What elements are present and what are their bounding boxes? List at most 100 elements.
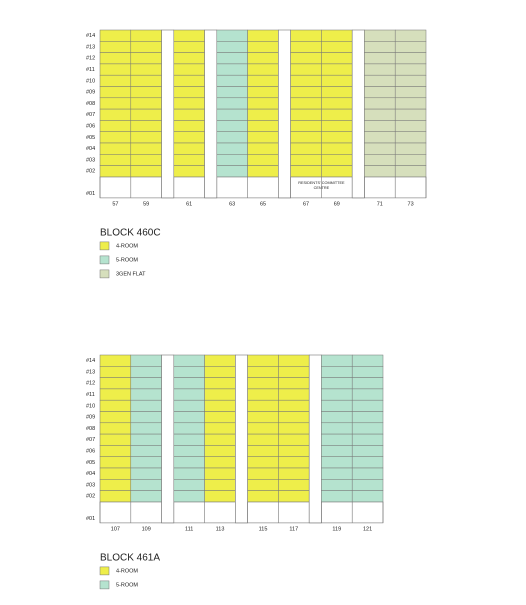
unit-cell	[321, 490, 353, 503]
unit-cell	[394, 142, 427, 155]
unit-cell	[99, 388, 132, 401]
unit-cell	[290, 108, 322, 121]
unit-cell	[99, 411, 132, 424]
unit-cell	[321, 422, 353, 435]
unit-cell	[321, 63, 353, 76]
unit-cell	[321, 388, 353, 401]
unit-cell	[247, 52, 279, 65]
unit-cell	[130, 456, 162, 469]
unit-cell	[364, 120, 396, 132]
unit-cell	[247, 86, 279, 99]
unit-cell	[247, 142, 279, 155]
unit-cell	[173, 377, 205, 390]
gap	[204, 29, 218, 199]
floor-label: #13	[86, 44, 95, 50]
floor-label: #09	[86, 415, 95, 421]
unit-cell	[130, 490, 162, 503]
unit-cell	[173, 433, 205, 446]
unit-cell	[364, 154, 396, 166]
unit-cell	[99, 467, 132, 480]
unit-cell	[173, 467, 205, 480]
legend-label: 5-ROOM	[116, 257, 138, 263]
unit-cell	[364, 29, 396, 42]
unit-cell	[130, 29, 162, 42]
floor-label: #06	[86, 124, 95, 130]
unit-label: 67	[303, 201, 309, 207]
unit-cell	[204, 445, 236, 457]
unit-cell	[204, 388, 236, 401]
unit-cell	[364, 97, 396, 110]
unit-cell	[99, 131, 132, 144]
unit-cell	[216, 131, 248, 144]
unit-cell	[394, 29, 427, 42]
unit-cell	[173, 142, 205, 155]
unit-cell	[278, 456, 310, 469]
gap	[308, 354, 322, 524]
unit-cell	[321, 433, 353, 446]
unit-cell	[290, 74, 322, 87]
unit-cell	[278, 354, 310, 367]
unit-cell	[278, 467, 310, 480]
unit-label: 69	[334, 201, 340, 207]
unit-cell	[216, 63, 248, 76]
unit-cell	[364, 131, 396, 144]
floor-label: #05	[86, 460, 95, 466]
unit-label: 59	[143, 201, 149, 207]
unit-cell	[351, 445, 384, 457]
unit-label: 65	[260, 201, 266, 207]
unit-cell	[290, 86, 322, 99]
unit-cell	[247, 165, 279, 178]
unit-cell	[351, 411, 384, 424]
unit-cell	[351, 433, 384, 446]
unit-cell	[216, 41, 248, 53]
unit-cell	[99, 41, 132, 53]
unit-cell	[394, 86, 427, 99]
unit-cell	[99, 399, 132, 412]
unit-cell	[130, 445, 162, 457]
unit-cell	[394, 108, 427, 121]
floor-label: #14	[86, 33, 95, 39]
unit-cell	[130, 52, 162, 65]
unit-cell	[321, 456, 353, 469]
unit-cell	[247, 388, 279, 401]
unit-cell	[173, 388, 205, 401]
unit-label: 107	[111, 526, 120, 532]
unit-cell	[99, 456, 132, 469]
unit-cell	[247, 120, 279, 132]
unit-cell	[130, 433, 162, 446]
unit-cell	[130, 131, 162, 144]
unit-cell	[364, 74, 396, 87]
unit-cell	[130, 399, 162, 412]
unit-cell	[351, 377, 384, 390]
unit-cell	[321, 366, 353, 378]
unit-cell	[290, 29, 322, 42]
unit-cell	[99, 97, 132, 110]
unit-cell	[351, 388, 384, 401]
unit-cell	[290, 142, 322, 155]
legend-swatch	[99, 269, 110, 279]
unit-cell	[351, 456, 384, 469]
floor-label: #12	[86, 381, 95, 387]
unit-cell	[173, 422, 205, 435]
unit-cell	[394, 120, 427, 132]
unit-cell	[278, 445, 310, 457]
unit-cell	[130, 165, 162, 178]
unit-cell	[130, 74, 162, 87]
unit-cell	[204, 467, 236, 480]
unit-cell	[99, 86, 132, 99]
unit-cell	[99, 479, 132, 491]
legend-swatch	[99, 255, 110, 265]
unit-cell	[321, 29, 353, 42]
unit-cell	[321, 399, 353, 412]
unit-cell	[290, 120, 322, 132]
unit-cell	[99, 63, 132, 76]
unit-cell	[351, 479, 384, 491]
unit-cell	[321, 154, 353, 166]
unit-cell	[247, 467, 279, 480]
unit-label: 111	[185, 526, 193, 532]
floor-label: #04	[86, 146, 95, 152]
unit-label: 117	[289, 526, 298, 532]
unit-cell	[351, 399, 384, 412]
unit-cell	[290, 52, 322, 65]
